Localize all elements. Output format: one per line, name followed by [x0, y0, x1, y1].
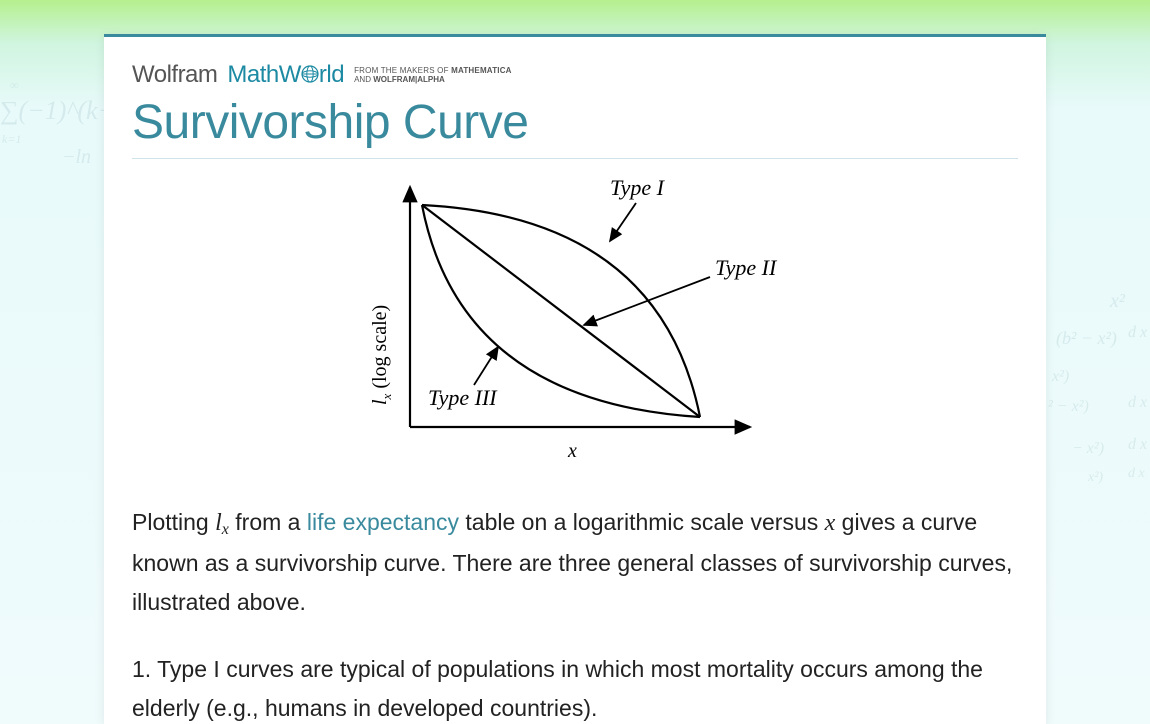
- article-card: Wolfram MathWrld FROM THE MAKERS OF MATH…: [104, 34, 1046, 724]
- svg-text:Type I: Type I: [610, 177, 666, 200]
- life-expectancy-link[interactable]: life expectancy: [307, 509, 459, 535]
- article-body: Plotting lx from a life expectancy table…: [132, 503, 1018, 724]
- logo-wolfram-text: Wolfram: [132, 61, 217, 89]
- site-logo[interactable]: Wolfram MathWrld FROM THE MAKERS OF MATH…: [132, 61, 1018, 89]
- svg-text:x: x: [567, 440, 577, 462]
- svg-text:lx (log scale): lx (log scale): [369, 305, 394, 405]
- survivorship-diagram: Type I Type II Type III x lx (log scale): [132, 177, 1018, 467]
- logo-tagline: FROM THE MAKERS OF MATHEMATICA AND WOLFR…: [354, 66, 512, 89]
- logo-mathworld-text: MathWrld: [227, 61, 344, 89]
- globe-icon: [301, 62, 319, 90]
- paragraph-1: Plotting lx from a life expectancy table…: [132, 503, 1018, 622]
- svg-text:Type III: Type III: [428, 385, 498, 410]
- svg-text:Type II: Type II: [715, 255, 778, 280]
- paragraph-2: 1. Type I curves are typical of populati…: [132, 650, 1018, 724]
- article-title: Survivorship Curve: [132, 95, 1018, 159]
